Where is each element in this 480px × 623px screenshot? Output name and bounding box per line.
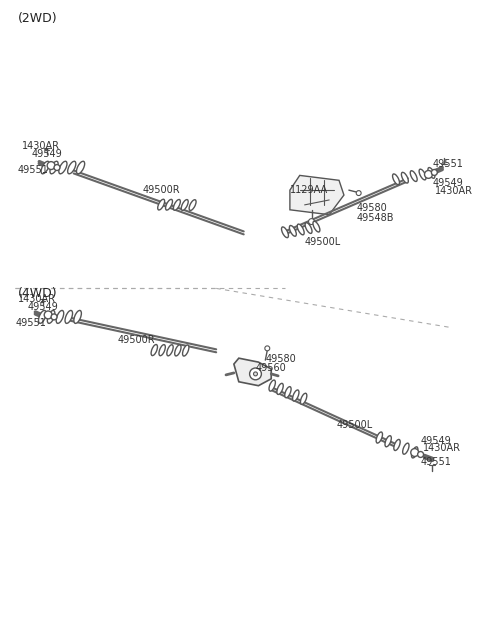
Ellipse shape <box>173 199 180 210</box>
Ellipse shape <box>166 199 172 210</box>
Circle shape <box>356 191 361 196</box>
Circle shape <box>418 452 423 457</box>
Ellipse shape <box>403 443 409 454</box>
Circle shape <box>250 368 262 380</box>
Ellipse shape <box>59 161 67 174</box>
Ellipse shape <box>159 345 165 356</box>
Polygon shape <box>290 176 344 215</box>
Ellipse shape <box>305 222 312 234</box>
Ellipse shape <box>385 435 391 447</box>
Ellipse shape <box>394 439 400 450</box>
Text: 49580: 49580 <box>357 203 387 213</box>
Ellipse shape <box>269 380 276 391</box>
Ellipse shape <box>411 447 418 458</box>
Circle shape <box>51 314 57 320</box>
Text: 49551: 49551 <box>432 159 463 169</box>
Ellipse shape <box>38 310 46 323</box>
Ellipse shape <box>313 221 320 232</box>
Circle shape <box>432 169 437 176</box>
Text: 49551: 49551 <box>16 318 47 328</box>
Ellipse shape <box>282 227 288 237</box>
Text: 49551: 49551 <box>18 166 48 176</box>
Text: 49549: 49549 <box>27 302 58 312</box>
Text: 1430AR: 1430AR <box>435 186 473 196</box>
Text: 49549: 49549 <box>420 435 451 445</box>
Ellipse shape <box>297 224 304 235</box>
Ellipse shape <box>167 345 173 356</box>
Polygon shape <box>234 358 271 386</box>
Ellipse shape <box>289 226 296 236</box>
Circle shape <box>47 161 55 169</box>
Text: 49500R: 49500R <box>143 185 180 195</box>
Text: 49551: 49551 <box>420 457 452 467</box>
Ellipse shape <box>182 345 189 356</box>
Ellipse shape <box>189 200 196 211</box>
Ellipse shape <box>175 345 181 356</box>
Ellipse shape <box>277 383 283 394</box>
Text: 49500L: 49500L <box>305 237 341 247</box>
Circle shape <box>411 449 419 457</box>
Text: 49580: 49580 <box>265 354 296 364</box>
Ellipse shape <box>428 168 435 178</box>
Ellipse shape <box>300 393 307 404</box>
Ellipse shape <box>41 161 49 174</box>
Text: 1430AR: 1430AR <box>422 442 460 452</box>
Ellipse shape <box>401 173 408 183</box>
Text: 49549: 49549 <box>32 149 62 159</box>
Ellipse shape <box>48 310 55 323</box>
Ellipse shape <box>293 390 299 401</box>
Ellipse shape <box>151 345 157 356</box>
Text: 1129AA: 1129AA <box>290 185 328 195</box>
Text: 1430AR: 1430AR <box>22 141 60 151</box>
Circle shape <box>44 311 52 319</box>
Text: 49560: 49560 <box>255 363 286 373</box>
Circle shape <box>253 372 257 376</box>
Ellipse shape <box>393 174 399 184</box>
Ellipse shape <box>376 432 383 443</box>
Circle shape <box>424 171 432 178</box>
Ellipse shape <box>65 310 72 323</box>
Circle shape <box>309 219 314 224</box>
Ellipse shape <box>285 387 291 397</box>
Circle shape <box>54 164 60 171</box>
Ellipse shape <box>158 199 165 210</box>
Text: (2WD): (2WD) <box>18 12 57 25</box>
Text: 49500L: 49500L <box>337 420 373 430</box>
Ellipse shape <box>74 310 82 323</box>
Ellipse shape <box>68 161 76 174</box>
Text: 49500R: 49500R <box>118 335 156 345</box>
Text: 49549: 49549 <box>432 178 463 188</box>
Ellipse shape <box>419 169 426 180</box>
Ellipse shape <box>181 199 188 211</box>
Text: (4WD): (4WD) <box>18 287 57 300</box>
Ellipse shape <box>50 161 58 174</box>
Text: 1430AR: 1430AR <box>18 294 56 304</box>
Text: 49548B: 49548B <box>357 212 394 222</box>
Ellipse shape <box>410 171 417 181</box>
Circle shape <box>265 346 270 351</box>
Ellipse shape <box>56 310 64 323</box>
Ellipse shape <box>76 161 84 174</box>
